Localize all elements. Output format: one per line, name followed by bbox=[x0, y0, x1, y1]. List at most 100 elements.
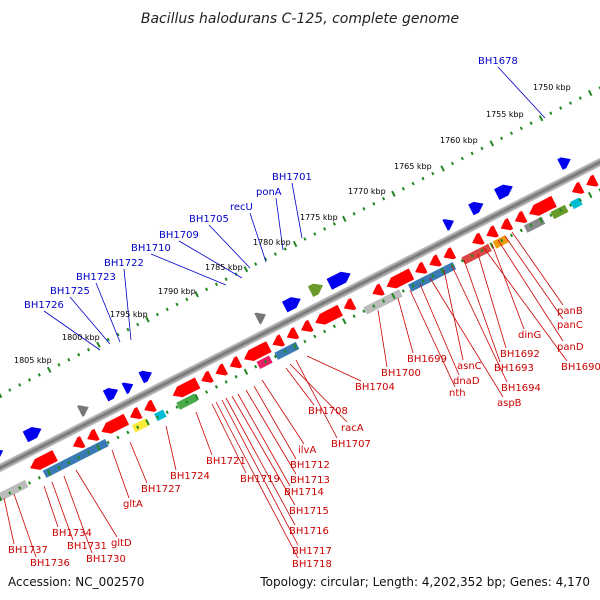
minor-tick bbox=[382, 196, 386, 201]
gene-arrow bbox=[372, 283, 385, 296]
reverse-gene-label: racA bbox=[341, 423, 364, 434]
genome-backbone bbox=[0, 120, 600, 510]
forward-gene-label: BH1726 bbox=[24, 300, 64, 311]
gene-arrow bbox=[30, 450, 58, 470]
minor-tick bbox=[401, 186, 405, 191]
gene-arrow bbox=[442, 219, 455, 231]
minor-tick bbox=[431, 274, 435, 278]
minor-tick bbox=[352, 212, 356, 216]
reverse-leader-line bbox=[225, 397, 296, 526]
reverse-gene-label: BH1690 bbox=[561, 362, 600, 373]
reverse-leader-line bbox=[443, 269, 464, 361]
gene-arrow bbox=[571, 181, 585, 194]
major-tick bbox=[96, 341, 101, 348]
forward-gene-label: BH1705 bbox=[189, 214, 229, 225]
feature-box bbox=[492, 235, 509, 249]
reverse-leader-line bbox=[237, 393, 291, 487]
reverse-gene-label: BH1717 bbox=[292, 546, 332, 557]
gene-arrow bbox=[468, 201, 484, 216]
minor-tick bbox=[323, 329, 327, 334]
minor-tick bbox=[332, 324, 336, 329]
minor-tick bbox=[126, 327, 130, 332]
reverse-gene-label: BH1731 bbox=[67, 541, 107, 552]
major-tick bbox=[0, 494, 3, 502]
reverse-leader-line bbox=[165, 425, 177, 471]
minor-tick bbox=[86, 450, 91, 455]
gene-arrow bbox=[429, 254, 442, 267]
kbp-tick-label: 1750 kbp bbox=[533, 83, 571, 92]
minor-tick bbox=[27, 378, 32, 382]
minor-tick bbox=[559, 106, 563, 110]
minor-tick bbox=[57, 363, 61, 367]
major-tick bbox=[440, 267, 445, 274]
gene-arrow bbox=[282, 297, 301, 313]
minor-tick bbox=[519, 228, 523, 233]
gene-arrow bbox=[315, 304, 343, 325]
forward-leader-line bbox=[95, 282, 121, 343]
kbp-tick-label: 1755 kbp bbox=[486, 110, 524, 119]
major-tick bbox=[96, 444, 101, 451]
reverse-leader-line bbox=[253, 385, 297, 460]
feature-box bbox=[407, 261, 457, 292]
minor-tick bbox=[598, 188, 600, 192]
minor-tick bbox=[509, 131, 514, 136]
minor-tick bbox=[362, 309, 366, 313]
minor-tick bbox=[155, 312, 159, 317]
minor-tick bbox=[77, 455, 81, 460]
reverse-leader-line bbox=[195, 411, 213, 456]
major-tick bbox=[292, 343, 298, 350]
major-tick bbox=[342, 215, 347, 223]
reverse-leader-line bbox=[295, 359, 338, 439]
minor-tick bbox=[283, 349, 287, 354]
gene-arrow bbox=[472, 232, 485, 245]
minor-tick bbox=[568, 203, 573, 207]
reverse-gene-label: BH1734 bbox=[52, 528, 92, 539]
reverse-gene-label: BH1713 bbox=[290, 475, 330, 486]
minor-tick bbox=[67, 358, 71, 362]
minor-tick bbox=[529, 121, 533, 125]
reverse-gene-label: aspB bbox=[497, 398, 522, 409]
minor-tick bbox=[559, 208, 563, 212]
reverse-leader-line bbox=[451, 265, 508, 383]
minor-tick bbox=[116, 435, 120, 440]
minor-tick bbox=[126, 430, 130, 435]
major-tick bbox=[46, 469, 52, 476]
gene-arrow bbox=[229, 356, 243, 369]
minor-tick bbox=[165, 410, 169, 414]
forward-gene-label: BH1725 bbox=[50, 286, 90, 297]
minor-tick bbox=[549, 111, 553, 115]
reverse-gene-label: BH1716 bbox=[289, 526, 329, 537]
major-tick bbox=[194, 291, 199, 298]
minor-tick bbox=[470, 253, 474, 258]
reverse-gene-label: BH1699 bbox=[407, 354, 447, 365]
forward-gene-label: BH1709 bbox=[159, 230, 199, 241]
kbp-tick-label: 1775 kbp bbox=[300, 213, 338, 222]
gene-arrow bbox=[77, 405, 89, 417]
reverse-gene-label: BH1715 bbox=[289, 506, 329, 517]
minor-tick bbox=[18, 486, 22, 490]
minor-tick bbox=[323, 227, 327, 231]
major-tick bbox=[538, 115, 544, 122]
gene-arrow bbox=[494, 184, 513, 200]
forward-gene-label: BH1701 bbox=[272, 172, 312, 183]
forward-gene-label: BH1723 bbox=[76, 272, 116, 283]
minor-tick bbox=[67, 460, 71, 465]
reverse-leader-line bbox=[3, 497, 15, 545]
minor-tick bbox=[116, 332, 120, 337]
forward-leader-line bbox=[150, 253, 227, 286]
major-tick bbox=[46, 366, 52, 373]
kbp-tick-label: 1800 kbp bbox=[62, 333, 100, 342]
major-tick bbox=[587, 191, 593, 199]
major-tick bbox=[145, 419, 150, 426]
minor-tick bbox=[332, 222, 336, 226]
forward-leader-line bbox=[178, 240, 243, 279]
minor-tick bbox=[529, 223, 533, 228]
feature-box bbox=[0, 479, 29, 506]
gene-arrow bbox=[272, 334, 286, 347]
minor-tick bbox=[401, 289, 405, 293]
minor-tick bbox=[27, 481, 32, 485]
feature-box bbox=[131, 418, 150, 433]
minor-tick bbox=[480, 248, 484, 253]
gene-arrow bbox=[286, 327, 300, 340]
major-tick bbox=[342, 318, 347, 325]
